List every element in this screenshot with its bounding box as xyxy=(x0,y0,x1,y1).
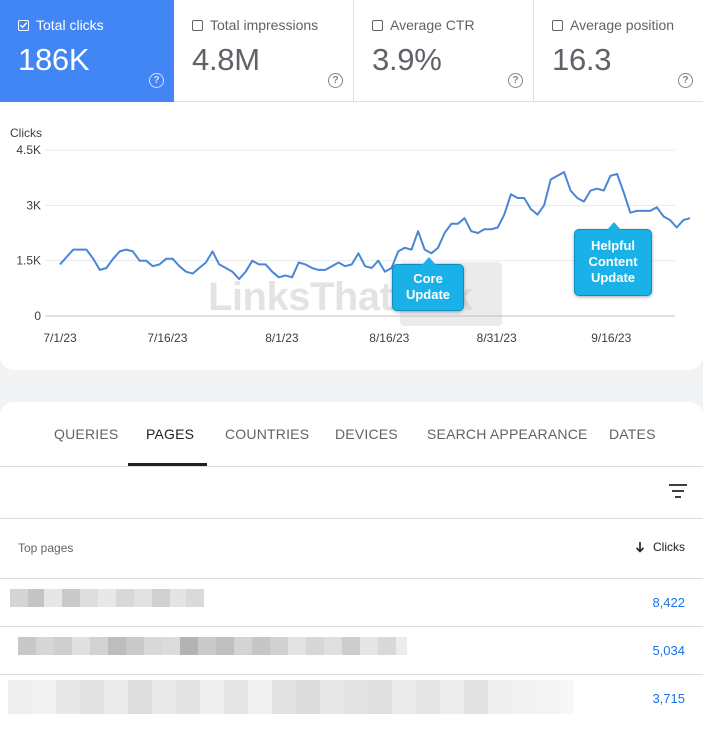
callout-line: Core xyxy=(413,271,443,286)
y-tick-label: 3K xyxy=(26,198,41,212)
tab-pages[interactable]: PAGES xyxy=(146,426,195,442)
clicks-line-chart: Clicks 0 1.5K 3K 4.5K 7/1/23 7/16/23 8/1/23 8/16… xyxy=(10,126,691,345)
callout-line: Update xyxy=(405,287,451,302)
metric-card-average-ctr[interactable]: Average CTR 3.9% ? xyxy=(354,0,534,102)
clicks-value: 8,422 xyxy=(652,595,685,610)
redacted-url xyxy=(10,589,204,607)
active-tab-indicator xyxy=(128,463,207,466)
column-header-clicks[interactable]: Clicks xyxy=(635,540,685,554)
checkbox-checked-icon[interactable] xyxy=(18,19,29,31)
y-tick-label: 1.5K xyxy=(16,254,41,268)
metric-value: 16.3 xyxy=(552,42,612,77)
x-tick-label: 8/1/23 xyxy=(265,331,299,345)
checkbox-icon[interactable] xyxy=(552,19,563,31)
checkbox-icon[interactable] xyxy=(192,19,203,31)
tab-search-appearance[interactable]: SEARCH APPEARANCE xyxy=(427,426,588,442)
tab-countries[interactable]: COUNTRIES xyxy=(225,426,310,442)
clicks-series-line xyxy=(59,171,691,281)
x-tick-label: 9/16/23 xyxy=(591,331,631,345)
metric-card-total-clicks[interactable]: Total clicks 186K ? xyxy=(0,0,174,102)
callout-line: Helpful xyxy=(590,238,636,253)
clicks-value: 3,715 xyxy=(652,691,685,706)
table-header: Top pages Clicks xyxy=(0,518,703,579)
performance-chart: Clicks 0 1.5K 3K 4.5K 7/1/23 7/16/23 8/1/23 8/16… xyxy=(0,102,703,370)
tab-queries[interactable]: QUERIES xyxy=(54,426,119,442)
tab-devices[interactable]: DEVICES xyxy=(335,426,398,442)
metric-label: Average CTR xyxy=(390,17,475,33)
callout-line: Update xyxy=(590,270,636,285)
x-tick-label: 7/16/23 xyxy=(147,331,187,345)
metric-cards: Total clicks 186K ? Total impressions 4.… xyxy=(0,0,703,102)
help-icon[interactable]: ? xyxy=(328,73,343,88)
redacted-url xyxy=(18,637,407,655)
metric-label: Total impressions xyxy=(210,17,319,33)
metric-value: 186K xyxy=(18,42,90,77)
x-tick-label: 8/16/23 xyxy=(369,331,409,345)
metric-card-average-position[interactable]: Average position 16.3 ? xyxy=(534,0,703,102)
metric-value: 3.9% xyxy=(372,42,442,77)
table-row[interactable]: 8,422 xyxy=(0,578,703,627)
core-update-callout: Core Update xyxy=(392,257,464,311)
redacted-url xyxy=(8,680,574,714)
metric-label: Total clicks xyxy=(36,17,104,33)
x-tick-label: 8/31/23 xyxy=(477,331,517,345)
filter-icon[interactable] xyxy=(669,484,687,498)
help-icon[interactable]: ? xyxy=(508,73,523,88)
table-row[interactable]: 5,034 xyxy=(0,626,703,675)
clicks-value: 5,034 xyxy=(652,643,685,658)
dimension-tabs: QUERIES PAGES COUNTRIES DEVICES SEARCH A… xyxy=(0,402,703,467)
metric-card-total-impressions[interactable]: Total impressions 4.8M ? xyxy=(174,0,354,102)
callout-line: Content xyxy=(588,254,638,269)
helpful-content-update-callout: Helpful Content Update xyxy=(574,222,652,296)
tab-dates[interactable]: DATES xyxy=(609,426,656,442)
x-tick-label: 7/1/23 xyxy=(43,331,77,345)
help-icon[interactable]: ? xyxy=(149,73,164,88)
sort-descending-icon xyxy=(635,542,645,553)
metric-label: Average position xyxy=(570,17,675,33)
table-row[interactable]: 3,715 xyxy=(0,674,703,722)
y-tick-label: 4.5K xyxy=(16,143,41,157)
column-header-top-pages[interactable]: Top pages xyxy=(18,541,74,555)
y-tick-label: 0 xyxy=(34,309,41,323)
metric-value: 4.8M xyxy=(192,42,260,77)
clicks-header-label: Clicks xyxy=(653,540,685,554)
y-axis-label: Clicks xyxy=(10,126,42,140)
report-table-card: QUERIES PAGES COUNTRIES DEVICES SEARCH A… xyxy=(0,402,703,730)
checkbox-icon[interactable] xyxy=(372,19,383,31)
help-icon[interactable]: ? xyxy=(678,73,693,88)
